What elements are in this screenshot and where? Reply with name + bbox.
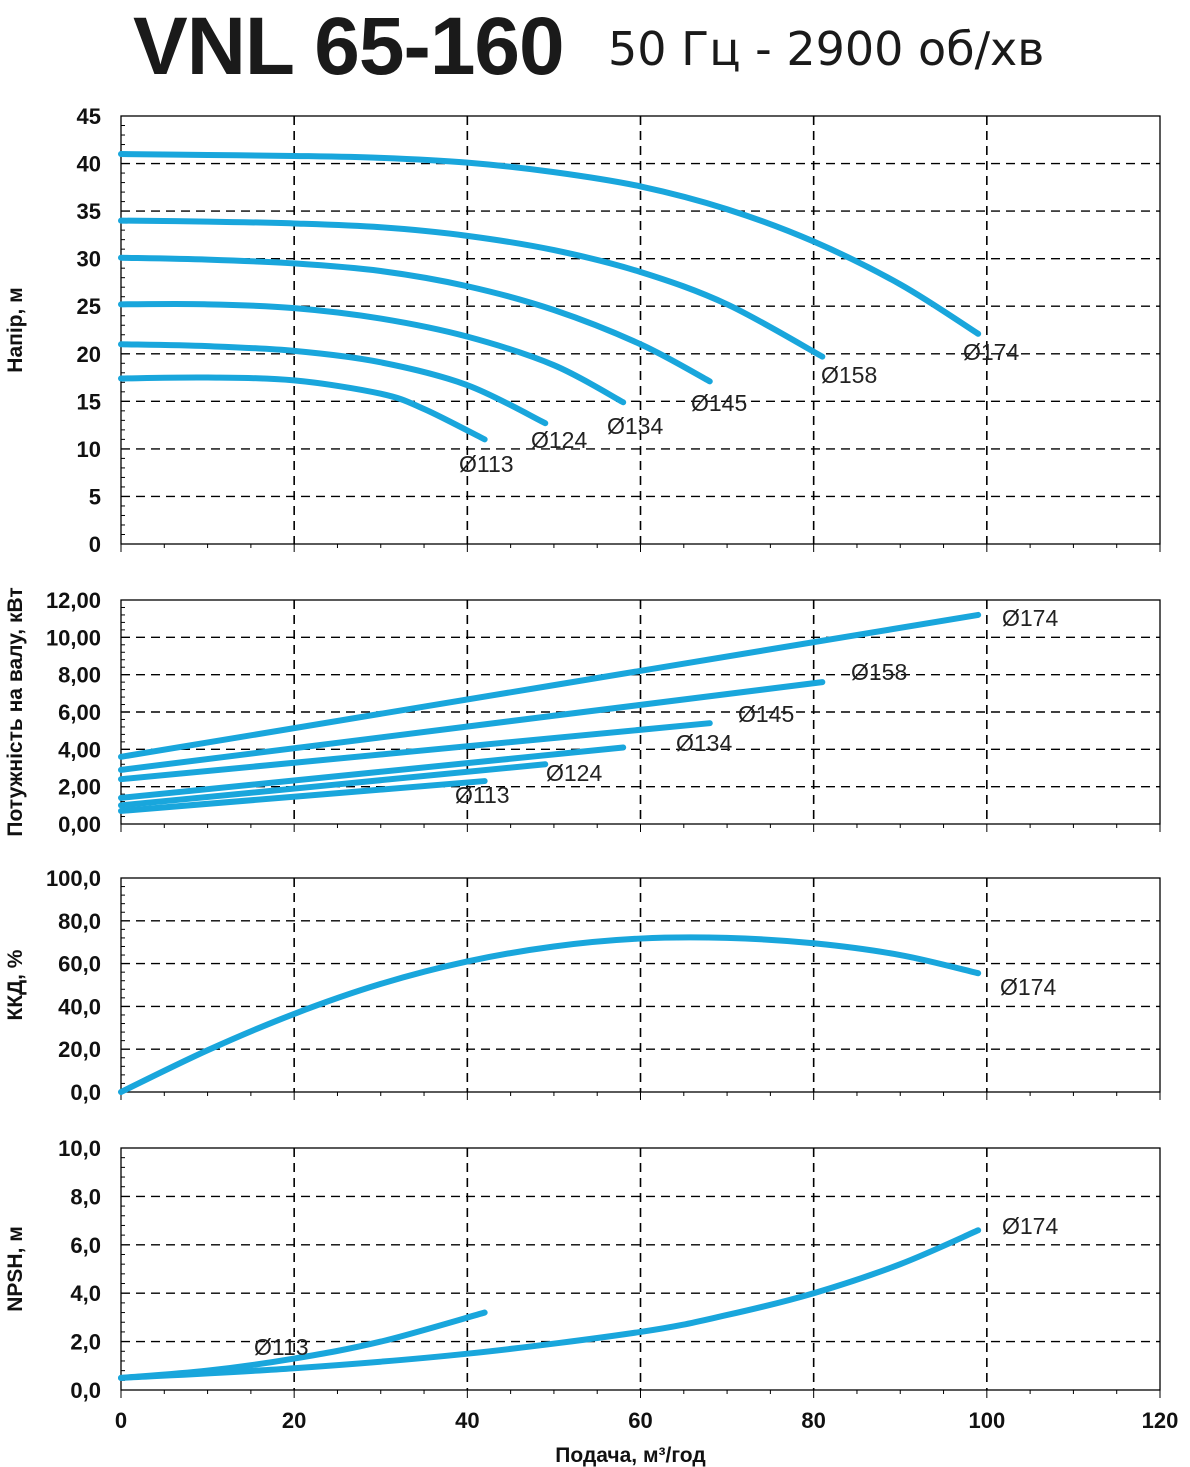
x-tick-label: 60 bbox=[628, 1408, 652, 1433]
curve-d113 bbox=[118, 778, 488, 814]
panel-head: 0 5 10 15 20 25 30 35 40 45 Напір, м Ø174 Ø158 Ø145 Ø1… bbox=[4, 104, 1161, 557]
curve-d174 bbox=[118, 934, 982, 1095]
curve-d145 bbox=[118, 720, 713, 783]
curve-label: Ø124 bbox=[546, 760, 602, 786]
curve-label: Ø145 bbox=[738, 701, 794, 727]
y-tick-label: 20 bbox=[77, 342, 101, 367]
curve-d174 bbox=[118, 151, 982, 337]
curve-label: Ø113 bbox=[459, 451, 514, 477]
y-tick-label: 40,0 bbox=[58, 994, 101, 1019]
curve-d158 bbox=[118, 679, 826, 773]
chart-subtitle: 50 Гц - 2900 об/хв bbox=[608, 22, 1045, 76]
x-tick-label: 100 bbox=[968, 1408, 1005, 1433]
y-tick-label: 6,0 bbox=[70, 1233, 101, 1258]
x-axis-label: Подача, м³/год bbox=[555, 1444, 705, 1467]
y-tick-label: 0,0 bbox=[70, 1080, 101, 1105]
y-tick-label: 8,00 bbox=[58, 663, 101, 688]
curve-d158 bbox=[118, 217, 826, 360]
curve-label: Ø145 bbox=[691, 390, 747, 416]
curve-d134 bbox=[118, 301, 627, 406]
y-tick-label: 80,0 bbox=[58, 909, 101, 934]
y-tick-label: 100,0 bbox=[46, 866, 101, 891]
y-tick-label: 10,00 bbox=[46, 625, 101, 650]
curve-d124 bbox=[118, 761, 549, 809]
y-tick-label: 0,00 bbox=[58, 812, 101, 837]
y-tick-label: 45 bbox=[77, 104, 101, 129]
curve-label: Ø134 bbox=[607, 413, 663, 439]
y-tick-label: 20,0 bbox=[58, 1037, 101, 1062]
curve-label: Ø113 bbox=[455, 782, 510, 808]
y-tick-label: 40 bbox=[77, 152, 101, 177]
curve-label: Ø174 bbox=[1002, 605, 1058, 631]
curve-label: Ø158 bbox=[851, 659, 907, 685]
curve-d124 bbox=[118, 341, 549, 427]
y-axis-label: Напір, м bbox=[4, 287, 27, 372]
curve-label: Ø124 bbox=[531, 427, 587, 453]
y-tick-label: 5 bbox=[89, 484, 101, 509]
curve-d174 bbox=[118, 1227, 982, 1381]
y-tick-label: 0 bbox=[89, 532, 101, 557]
y-axis-label: NPSH, м bbox=[4, 1226, 27, 1312]
curve-d113 bbox=[118, 374, 488, 443]
y-tick-label: 30 bbox=[77, 247, 101, 272]
y-tick-label: 2,00 bbox=[58, 775, 101, 800]
curve-label: Ø113 bbox=[254, 1334, 309, 1360]
y-axis-label: ККД, % bbox=[4, 949, 27, 1020]
panel-power: 0,00 2,00 4,00 6,00 8,00 10,00 12,00 Потужність… bbox=[4, 587, 1161, 837]
y-tick-label: 10 bbox=[77, 437, 101, 462]
panel-npsh: 0,0 2,0 4,0 6,0 8,0 10,0 NPSH, м 0 20 40 60 80 100 12… bbox=[4, 1136, 1178, 1467]
curve-label: Ø158 bbox=[821, 362, 877, 388]
y-tick-label: 6,00 bbox=[58, 700, 101, 725]
curve-label: Ø174 bbox=[1000, 974, 1056, 1000]
curve-d174 bbox=[118, 611, 982, 760]
curve-d113 bbox=[118, 1309, 488, 1381]
y-tick-label: 4,00 bbox=[58, 737, 101, 762]
x-tick-label: 40 bbox=[455, 1408, 479, 1433]
curve-label: Ø174 bbox=[1002, 1213, 1058, 1239]
chart-title: VNL 65-160 bbox=[133, 1, 565, 92]
x-tick-label: 0 bbox=[115, 1408, 127, 1433]
y-tick-label: 10,0 bbox=[58, 1136, 101, 1161]
curve-label: Ø174 bbox=[963, 339, 1019, 365]
y-tick-label: 25 bbox=[77, 294, 101, 319]
y-tick-label: 4,0 bbox=[70, 1281, 101, 1306]
y-tick-label: 2,0 bbox=[70, 1330, 101, 1355]
y-tick-label: 15 bbox=[77, 389, 101, 414]
curve-d145 bbox=[118, 254, 713, 385]
curve-d134 bbox=[118, 744, 627, 801]
x-tick-label: 80 bbox=[801, 1408, 825, 1433]
y-tick-label: 35 bbox=[77, 199, 101, 224]
y-tick-label: 60,0 bbox=[58, 952, 101, 977]
y-axis-label: Потужність на валу, кВт bbox=[4, 587, 27, 836]
y-tick-label: 8,0 bbox=[70, 1184, 101, 1209]
x-tick-label: 20 bbox=[282, 1408, 306, 1433]
curve-label: Ø134 bbox=[676, 730, 732, 756]
y-tick-label: 0,0 bbox=[70, 1378, 101, 1403]
x-tick-label: 120 bbox=[1142, 1408, 1179, 1433]
y-tick-label: 12,00 bbox=[46, 588, 101, 613]
panel-efficiency: 0,0 20,0 40,0 60,0 80,0 100,0 ККД, % Ø174 bbox=[4, 866, 1161, 1105]
